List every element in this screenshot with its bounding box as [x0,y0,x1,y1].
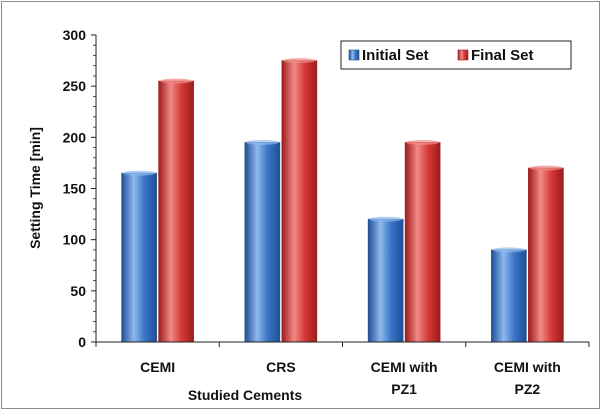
y-axis-title: Setting Time [min] [27,127,43,249]
legend-label: Initial Set [362,47,429,64]
bar-final-set-crs [281,60,318,343]
bar-initial-set-cemi-with-pz2 [491,249,527,343]
bars-layer [121,58,564,343]
y-tick-label: 250 [63,78,87,94]
bar-initial-set-crs [244,142,281,343]
bar-final-set-cemi [158,80,194,343]
bar-top-highlight [122,170,156,176]
legend-box [340,40,572,70]
bar-top-highlight [282,58,316,64]
y-tick-label: 100 [63,232,87,248]
x-tick-label: CEMI with PZ1 [371,359,438,397]
x-tick-label: CEMI with PZ2 [494,359,561,397]
y-tick-label: 300 [63,27,87,43]
bar-top-highlight [529,165,563,171]
legend-swatch [348,49,360,61]
legend-swatch [457,49,469,61]
legend: Initial Set Final Set [340,40,572,70]
bar-top-highlight [369,216,403,222]
y-tick-label: 0 [78,334,86,350]
x-tick-label: CRS [266,359,296,375]
bar-top-highlight [245,139,279,145]
bar-final-set-cemi-with-pz1 [404,142,441,343]
bar-initial-set-cemi [121,172,157,343]
axes-layer: 0 50 100 150 200 250 300 CEMI CRS CEMI with PZ1 CEM… [63,27,590,397]
y-tick-label: 150 [63,181,87,197]
bar-initial-set-cemi-with-pz1 [367,218,404,343]
bar-top-highlight [406,139,440,145]
bar-final-set-cemi-with-pz2 [528,167,564,343]
x-tick-label: CEMI [140,359,175,375]
bar-top-highlight [159,78,193,84]
legend-label: Final Set [471,47,534,64]
y-tick-label: 200 [63,129,87,145]
bar-top-highlight [492,247,526,253]
y-tick-label: 50 [70,283,86,299]
x-axis-title: Studied Cements [188,387,303,403]
